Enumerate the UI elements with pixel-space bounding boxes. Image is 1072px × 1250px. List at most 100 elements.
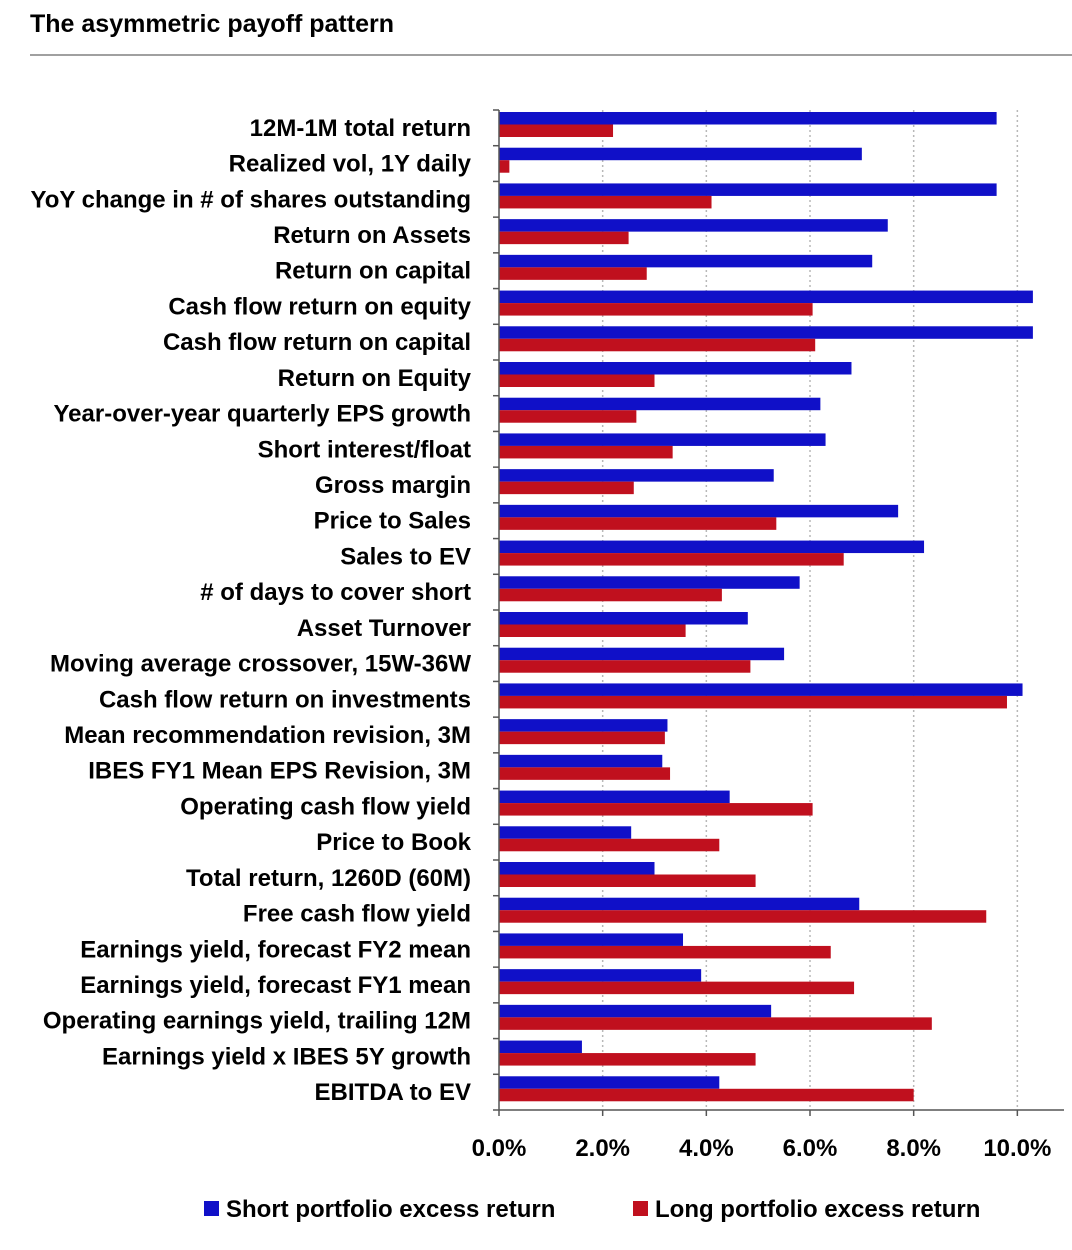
- category-label-7: Return on Equity: [278, 365, 472, 392]
- short-bar-8: [499, 397, 821, 411]
- category-label-19: Operating cash flow yield: [180, 793, 471, 820]
- category-label-26: Earnings yield x IBES 5Y growth: [102, 1043, 471, 1070]
- category-label-25: Operating earnings yield, trailing 12M: [43, 1008, 471, 1035]
- short-bar-11: [499, 504, 899, 518]
- short-bar-25: [499, 1004, 772, 1018]
- category-label-13: # of days to cover short: [200, 579, 471, 606]
- x-tick-label-3: 6.0%: [783, 1135, 838, 1162]
- legend-swatch-long: [633, 1201, 648, 1216]
- legend-label-long: Long portfolio excess return: [655, 1196, 980, 1223]
- x-tick-label-4: 8.0%: [886, 1135, 941, 1162]
- long-bar-14: [499, 624, 686, 637]
- long-bar-8: [499, 410, 637, 423]
- category-label-14: Asset Turnover: [297, 615, 471, 642]
- x-tick-labels: 0.0% 2.0% 4.0% 6.0% 8.0% 10.0%: [472, 1135, 1052, 1162]
- short-bar-27: [499, 1076, 720, 1089]
- chart-title: The asymmetric payoff pattern: [30, 10, 394, 38]
- category-label-0: 12M-1M total return: [250, 115, 471, 142]
- long-bar-13: [499, 588, 722, 602]
- category-label-17: Mean recommendation revision, 3M: [64, 722, 471, 749]
- long-bar-20: [499, 838, 720, 852]
- category-label-12: Sales to EV: [340, 543, 471, 570]
- long-bar-1: [499, 160, 510, 173]
- long-bar-21: [499, 874, 756, 887]
- short-bar-2: [499, 183, 997, 196]
- short-bar-0: [499, 112, 997, 125]
- category-label-6: Cash flow return on capital: [163, 329, 471, 356]
- category-label-21: Total return, 1260D (60M): [186, 865, 471, 892]
- long-bar-12: [499, 553, 844, 566]
- category-label-9: Short interest/float: [258, 436, 471, 463]
- short-bar-14: [499, 612, 748, 625]
- long-bar-27: [499, 1088, 914, 1102]
- short-bar-9: [499, 433, 826, 446]
- short-bar-7: [499, 362, 852, 375]
- long-bar-24: [499, 981, 855, 995]
- category-label-11: Price to Sales: [314, 508, 471, 535]
- axes: [493, 109, 1064, 1116]
- short-bar-18: [499, 754, 663, 768]
- long-bar-16: [499, 695, 1007, 709]
- long-bar-22: [499, 910, 987, 923]
- long-bar-3: [499, 231, 629, 245]
- short-bar-22: [499, 897, 860, 911]
- category-label-23: Earnings yield, forecast FY2 mean: [80, 936, 471, 963]
- category-label-20: Price to Book: [316, 829, 471, 856]
- short-bar-17: [499, 719, 668, 732]
- long-bar-9: [499, 445, 673, 459]
- long-bar-25: [499, 1017, 932, 1030]
- long-bar-5: [499, 303, 813, 316]
- short-bar-15: [499, 647, 785, 661]
- long-bar-4: [499, 267, 647, 280]
- category-label-18: IBES FY1 Mean EPS Revision, 3M: [88, 758, 471, 785]
- category-label-3: Return on Assets: [273, 222, 471, 249]
- short-bar-4: [499, 254, 873, 268]
- short-bar-23: [499, 933, 684, 946]
- x-tick-label-1: 2.0%: [575, 1135, 630, 1162]
- long-bar-26: [499, 1053, 756, 1066]
- short-bar-6: [499, 326, 1033, 339]
- short-bar-3: [499, 219, 888, 232]
- category-label-15: Moving average crossover, 15W-36W: [50, 651, 471, 678]
- short-bar-16: [499, 683, 1023, 696]
- long-bar-6: [499, 338, 816, 352]
- long-bar-11: [499, 517, 777, 530]
- category-label-4: Return on capital: [275, 258, 471, 285]
- long-bar-7: [499, 374, 655, 387]
- category-label-1: Realized vol, 1Y daily: [229, 151, 472, 178]
- legend: Short portfolio excess return Long portfo…: [204, 1196, 980, 1223]
- legend-swatch-short: [204, 1201, 219, 1216]
- short-bar-5: [499, 290, 1033, 304]
- short-bar-24: [499, 969, 702, 982]
- long-bar-19: [499, 803, 813, 816]
- category-label-27: EBITDA to EV: [315, 1079, 471, 1106]
- long-bar-18: [499, 767, 671, 780]
- x-tick-label-0: 0.0%: [472, 1135, 527, 1162]
- x-tick-label-2: 4.0%: [679, 1135, 734, 1162]
- short-bar-12: [499, 540, 925, 554]
- short-bar-26: [499, 1040, 582, 1054]
- long-bar-15: [499, 660, 751, 673]
- long-bar-17: [499, 731, 665, 745]
- category-label-8: Year-over-year quarterly EPS growth: [54, 401, 472, 428]
- bars: [499, 112, 1033, 1102]
- long-bar-23: [499, 945, 831, 959]
- short-bar-21: [499, 862, 655, 875]
- legend-label-short: Short portfolio excess return: [226, 1196, 555, 1223]
- category-label-10: Gross margin: [315, 472, 471, 499]
- category-label-5: Cash flow return on equity: [168, 293, 471, 320]
- category-label-16: Cash flow return on investments: [99, 686, 471, 713]
- long-bar-0: [499, 124, 614, 137]
- category-label-2: YoY change in # of shares outstanding: [30, 186, 471, 213]
- short-bar-13: [499, 576, 800, 589]
- short-bar-19: [499, 790, 730, 804]
- category-labels: 12M-1M total return Realized vol, 1Y dail…: [30, 115, 471, 1106]
- long-bar-10: [499, 481, 634, 495]
- short-bar-1: [499, 147, 862, 161]
- short-bar-10: [499, 469, 774, 482]
- category-label-22: Free cash flow yield: [243, 901, 471, 928]
- long-bar-2: [499, 195, 712, 209]
- category-label-24: Earnings yield, forecast FY1 mean: [80, 972, 471, 999]
- title-divider: [30, 54, 1072, 56]
